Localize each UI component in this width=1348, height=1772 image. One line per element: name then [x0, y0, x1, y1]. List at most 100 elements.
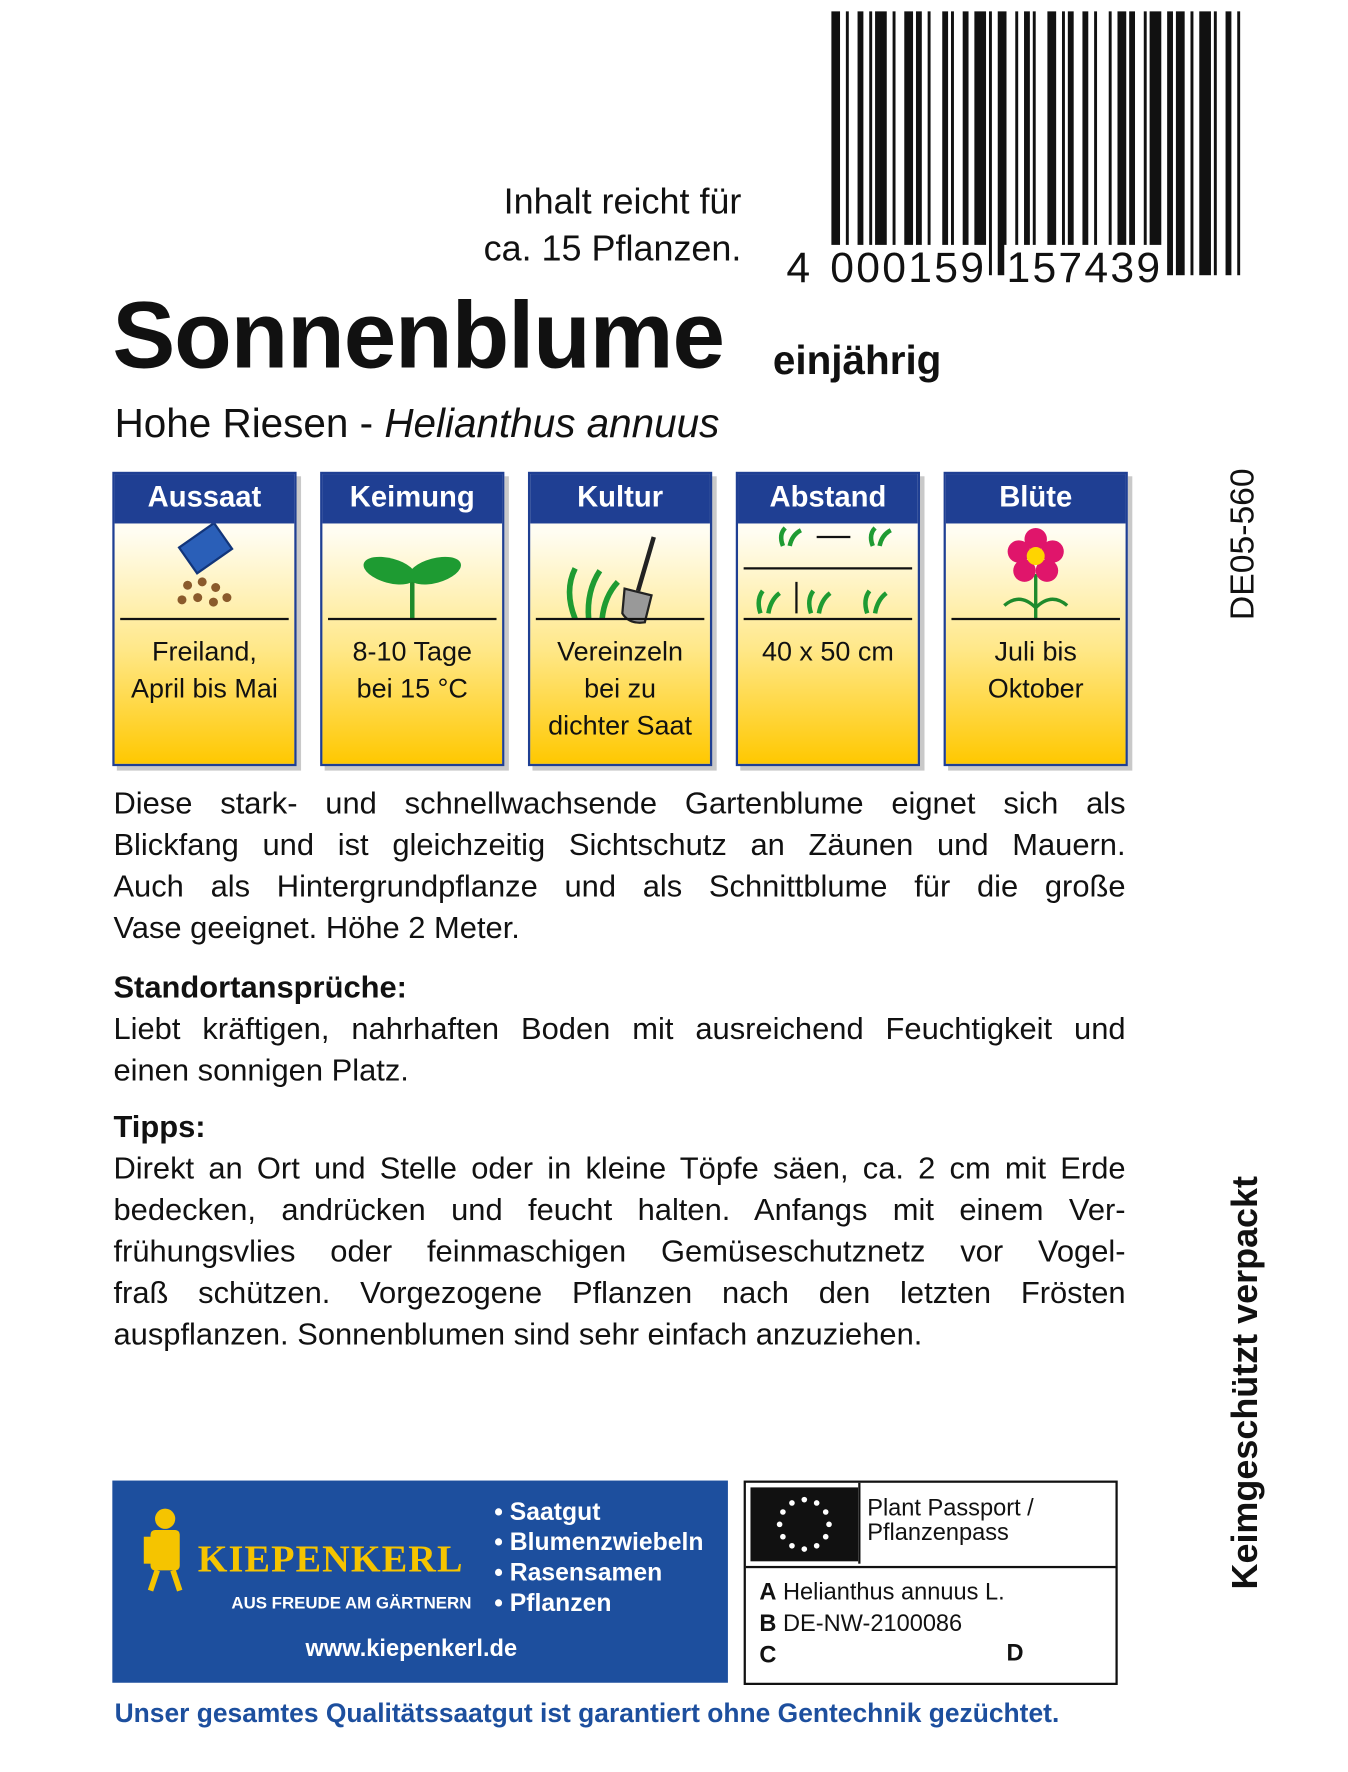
section: Standortansprüche: Liebt kräftigen, nahrh… — [113, 966, 1125, 1091]
card-title: Aussaat — [114, 474, 295, 524]
star — [801, 1546, 808, 1552]
barcode — [831, 11, 1241, 276]
card-title: Kultur — [530, 474, 710, 524]
text-line: fraß schützen. Vorgezogene Pflanzen nach… — [113, 1274, 1126, 1310]
passport-row: A Helianthus annuus L. — [759, 1577, 1004, 1608]
row-key: D — [1006, 1640, 1024, 1666]
card-text: Juli bis Oktober — [946, 634, 1126, 708]
barcode-digit: 000159 — [828, 244, 989, 294]
star — [813, 1542, 820, 1549]
brand-slogan: AUS FREUDE AM GÄRTNERN — [231, 1594, 472, 1614]
divider — [858, 1482, 861, 1564]
barcode-bar — [915, 11, 922, 276]
icon-flower — [951, 527, 1120, 621]
card-line: dichter Saat — [548, 711, 693, 742]
plant-passport: Plant Passport / Pflanzenpass A Helianthu… — [743, 1480, 1118, 1685]
row-value: DE-NW-2100086 — [782, 1610, 963, 1637]
barcode-bar — [831, 11, 841, 276]
star — [822, 1509, 829, 1515]
barcode-bar — [1199, 11, 1211, 276]
star — [789, 1542, 795, 1549]
text-line: Liebt kräftigen, nahrhaften Boden mit au… — [113, 1010, 1126, 1046]
barcode-bar — [927, 11, 931, 276]
card-line: Juli bis — [994, 636, 1077, 668]
product: Pflanzen — [494, 1587, 703, 1617]
barcode-bar — [1129, 11, 1136, 276]
card-title: Keimung — [322, 474, 503, 524]
passport-row: B DE-NW-2100086 — [759, 1609, 1004, 1640]
barcode-bar — [962, 11, 969, 276]
brand-website: www.kiepenkerl.de — [305, 1635, 518, 1662]
card-line: bei zu — [584, 673, 657, 705]
brand-box: KIEPENKERL AUS FREUDE AM GÄRTNERN www.ki… — [112, 1480, 728, 1683]
barcode-bar — [997, 11, 1007, 276]
text-line: einen sonnigen Platz. — [113, 1052, 409, 1088]
barcode-bar — [1024, 11, 1030, 276]
product: Rasensamen — [494, 1557, 703, 1587]
subtitle: Hohe Riesen - Helianthus annuus — [115, 400, 720, 447]
row-key: A — [759, 1579, 777, 1606]
description: Diese stark- und schnellwachsende Garten… — [113, 782, 1125, 948]
info-card: Kultur Vereinzeln bei zu dichter Saat — [527, 471, 713, 767]
title-note: einjährig — [772, 336, 942, 384]
barcode-bar — [1167, 11, 1173, 276]
barcode-bar — [1117, 11, 1127, 276]
info-card: Keimung 8-10 Tage bei 15 °C — [320, 471, 505, 767]
barcode-digits: 4 000159 157439 — [786, 244, 1165, 294]
star — [822, 1533, 829, 1540]
product: Saatgut — [494, 1496, 703, 1526]
quantity-line: Inhalt reicht für — [503, 180, 742, 222]
passport-title-line: Plant Passport / — [867, 1495, 1034, 1521]
quantity-line: ca. 15 Pflanzen. — [483, 228, 742, 269]
barcode-digit: 157439 — [1004, 244, 1165, 294]
section: Tipps: Direkt an Ort und Stelle oder in k… — [113, 1105, 1125, 1354]
passport-title: Plant Passport / Pflanzenpass — [867, 1496, 1034, 1545]
barcode-bar — [1032, 11, 1036, 276]
barcode-bar — [875, 11, 887, 276]
section-heading: Tipps: — [113, 1108, 206, 1144]
star — [813, 1500, 820, 1506]
subtitle-name: Hohe Riesen - — [114, 399, 374, 446]
text-line: Blickfang und ist gleichzeitig Sichtschu… — [113, 826, 1126, 862]
passport-title-line: Pflanzenpass — [867, 1519, 1009, 1546]
info-card: Abstand 40 x 50 cm — [735, 471, 921, 767]
card-text: 40 x 50 cm — [738, 634, 918, 671]
star — [776, 1521, 783, 1528]
barcode-bar — [951, 11, 954, 276]
barcode-bar — [1061, 11, 1065, 276]
quantity: Inhalt reicht für ca. 15 Pflanzen. — [484, 177, 742, 271]
star — [826, 1521, 832, 1528]
card-text: 8-10 Tage bei 15 °C — [322, 634, 502, 708]
title: Sonnenblume — [112, 281, 725, 388]
barcode-digit: 4 — [786, 244, 813, 294]
card-line: 40 x 50 cm — [761, 636, 894, 668]
card-line: Oktober — [987, 673, 1084, 705]
card-title: Abstand — [738, 474, 918, 524]
barcode-bar — [869, 11, 873, 276]
star — [789, 1500, 795, 1506]
info-card: Aussaat Freiland, April bis Mai — [112, 471, 297, 767]
barcode-bar — [904, 11, 914, 276]
barcode-bar — [1237, 11, 1241, 276]
star — [780, 1509, 786, 1515]
barcode-bar — [1225, 11, 1232, 276]
text-line: auspflanzen. Sonnenblumen sind sehr einf… — [113, 1316, 923, 1352]
barcode-bar — [1108, 11, 1112, 276]
row-key: B — [759, 1610, 777, 1637]
icon-spacing — [743, 526, 913, 621]
info-card: Blüte Juli bis Oktober — [943, 471, 1128, 767]
star — [801, 1496, 808, 1503]
icon-germination — [328, 556, 497, 621]
text-line: Vase geeignet. Höhe 2 Meter. — [113, 909, 520, 945]
barcode-bar — [1082, 11, 1089, 276]
barcode-bar — [1143, 11, 1147, 276]
barcode-bar — [942, 11, 949, 276]
barcode-bar — [1015, 11, 1019, 276]
card-line: Freiland, — [152, 636, 257, 668]
side-note: Keimgeschützt verpackt — [1224, 1175, 1265, 1590]
card-title: Blüte — [945, 474, 1126, 524]
card-text: Freiland, April bis Mai — [115, 634, 295, 708]
icon-cultivation — [535, 536, 705, 624]
